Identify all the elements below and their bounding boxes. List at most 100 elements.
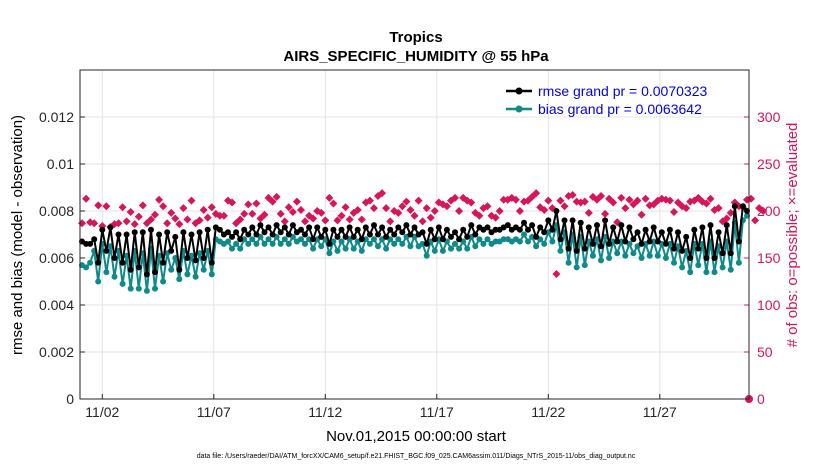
rmse-point bbox=[614, 238, 621, 245]
obs-count-point bbox=[292, 197, 301, 206]
y-tick-label: 0.01 bbox=[47, 156, 74, 172]
bias-point bbox=[111, 273, 118, 280]
bias-point bbox=[143, 287, 150, 294]
rmse-point bbox=[160, 259, 167, 266]
obs-count-point bbox=[532, 189, 541, 198]
rmse-point bbox=[594, 222, 600, 229]
rmse-point bbox=[399, 229, 406, 236]
obs-count-point bbox=[511, 195, 520, 204]
rmse-point bbox=[107, 224, 114, 231]
bias-point bbox=[419, 240, 426, 247]
y2-tick-label: 250 bbox=[757, 156, 781, 172]
obs-count-point bbox=[365, 196, 374, 205]
obs-count-point bbox=[280, 217, 289, 226]
y-tick-label: 0.004 bbox=[39, 297, 74, 313]
bias-point bbox=[342, 245, 349, 252]
rmse-point bbox=[285, 231, 292, 238]
rmse-point bbox=[87, 240, 94, 247]
bias-point bbox=[229, 245, 235, 252]
bias-point bbox=[638, 255, 645, 261]
obs-count-point bbox=[637, 210, 646, 219]
obs-count-point bbox=[244, 200, 253, 209]
bias-point bbox=[703, 269, 710, 276]
rmse-point bbox=[683, 233, 690, 240]
y-tick-label: 0.002 bbox=[39, 344, 74, 360]
bias-point bbox=[371, 236, 377, 243]
obs-count-point bbox=[321, 216, 330, 225]
rmse-point bbox=[662, 240, 669, 247]
rmse-point bbox=[561, 217, 568, 224]
obs-count-point bbox=[90, 219, 99, 228]
rmse-point bbox=[302, 231, 308, 238]
obs-count-point bbox=[442, 202, 451, 211]
obs-count-point bbox=[118, 203, 127, 212]
chart-subtitle: AIRS_SPECIFIC_HUMIDITY @ 55 hPa bbox=[283, 48, 549, 65]
bias-point bbox=[711, 269, 718, 276]
bias-point bbox=[735, 259, 742, 266]
rmse-point bbox=[585, 224, 592, 231]
rmse-point bbox=[443, 226, 450, 233]
rmse-point bbox=[739, 203, 746, 210]
rmse-point bbox=[200, 255, 207, 261]
rmse-point bbox=[472, 231, 479, 238]
rmse-point bbox=[723, 222, 730, 229]
obs-count-point bbox=[341, 203, 350, 212]
obs-count-point bbox=[309, 214, 318, 223]
rmse-point bbox=[549, 226, 556, 233]
bias-point bbox=[233, 240, 240, 247]
rmse-point bbox=[326, 240, 333, 247]
y-axis-ticks: 0 0.002 0.004 0.006 0.008 0.01 0.012 bbox=[39, 109, 85, 407]
rmse-point bbox=[626, 224, 633, 231]
rmse-point bbox=[691, 226, 698, 233]
rmse-point bbox=[152, 269, 158, 276]
bias-point bbox=[671, 259, 677, 266]
rmse-point bbox=[573, 247, 580, 254]
obs-count-point bbox=[382, 204, 391, 213]
rmse-point bbox=[273, 222, 280, 229]
rmse-point bbox=[666, 226, 673, 233]
rmse-point bbox=[658, 229, 665, 236]
bias-point bbox=[541, 240, 548, 247]
bias-point bbox=[152, 285, 158, 292]
bias-point bbox=[269, 240, 276, 247]
obs-count-point bbox=[94, 201, 103, 210]
legend: rmse grand pr = 0.0070323 bias grand pr … bbox=[506, 83, 707, 117]
bias-point bbox=[439, 247, 446, 254]
obs-count-point bbox=[759, 207, 768, 215]
rmse-point bbox=[253, 231, 260, 238]
obs-count-point bbox=[146, 215, 155, 224]
obs-count-point bbox=[369, 204, 378, 213]
obs-count-point bbox=[114, 219, 123, 228]
x-tick-label: 11/02 bbox=[85, 404, 119, 420]
y2-tick-label: 200 bbox=[757, 203, 781, 219]
obs-count-point bbox=[171, 214, 180, 223]
bias-point bbox=[500, 236, 507, 243]
bias-point bbox=[338, 238, 345, 245]
bias-point bbox=[589, 252, 596, 259]
rmse-point bbox=[435, 224, 442, 231]
rmse-point bbox=[143, 271, 150, 278]
rmse-point bbox=[103, 247, 110, 254]
bias-point bbox=[285, 240, 292, 247]
obs-count-point bbox=[418, 217, 427, 226]
rmse-point bbox=[468, 222, 475, 229]
rmse-point bbox=[407, 231, 414, 238]
chart-title: Tropics bbox=[389, 29, 442, 46]
rmse-point bbox=[735, 238, 742, 245]
rmse-point bbox=[196, 229, 203, 236]
rmse-point bbox=[241, 226, 248, 233]
obs-count-point bbox=[163, 219, 172, 228]
rmse-point bbox=[225, 229, 231, 236]
bias-point bbox=[480, 240, 487, 247]
obs-count-point bbox=[317, 208, 326, 217]
bias-point bbox=[383, 245, 390, 252]
rmse-point bbox=[261, 229, 268, 236]
obs-count-point bbox=[284, 203, 293, 212]
rmse-point bbox=[504, 222, 511, 229]
obs-count-point bbox=[597, 191, 606, 200]
obs-count-point bbox=[726, 208, 735, 217]
rmse-point bbox=[642, 226, 649, 233]
bias-point bbox=[350, 245, 357, 252]
bias-point bbox=[622, 252, 629, 259]
rmse-point bbox=[338, 226, 345, 233]
